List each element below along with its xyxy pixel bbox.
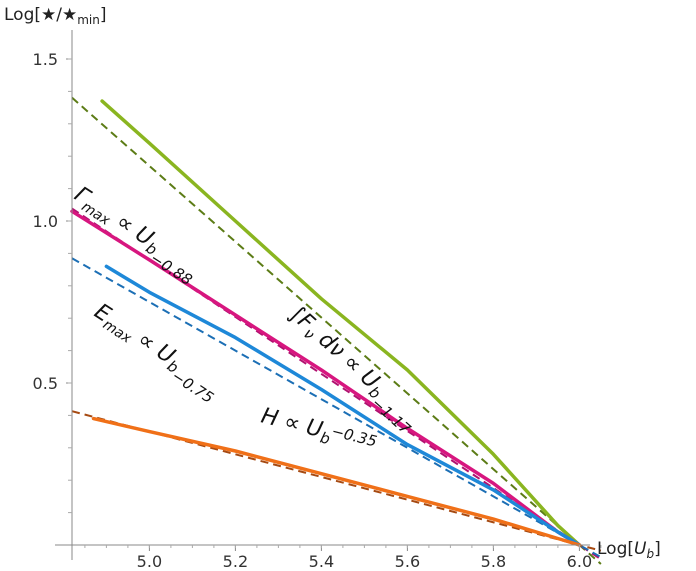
x-tick-label: 5.4 (309, 552, 334, 571)
series-line-2 (104, 264, 582, 547)
y-axis-title: Log[★/★min] (4, 5, 107, 27)
x-tick-label: 5.0 (137, 552, 162, 571)
annotation-gamma: Γmax ∝ Ub−0.88 (65, 182, 204, 289)
x-tick-label: 5.8 (481, 552, 506, 571)
series-lines (70, 99, 582, 547)
x-tick-label: 5.6 (395, 552, 420, 571)
y-tick-label: 1.0 (33, 212, 58, 231)
y-tick-label: 0.5 (33, 374, 58, 393)
x-ticks: 5.0 5.2 5.4 5.6 5.8 6.0 (84, 545, 602, 571)
y-ticks: 0.5 1.0 1.5 (33, 50, 72, 514)
x-axis-title: Log[Ub] (597, 539, 661, 561)
y-tick-label: 1.5 (33, 50, 58, 69)
fit-line-2 (71, 257, 602, 559)
series-line-3 (91, 416, 582, 547)
series-line-0 (100, 99, 582, 547)
x-tick-label: 6.0 (567, 552, 592, 571)
fit-line-0 (71, 96, 602, 565)
annotation-h: H ∝ Ub−0.35 (258, 404, 379, 460)
x-tick-label: 5.2 (223, 552, 248, 571)
annotation-emax: Emax ∝ Ub−0.75 (85, 299, 226, 407)
